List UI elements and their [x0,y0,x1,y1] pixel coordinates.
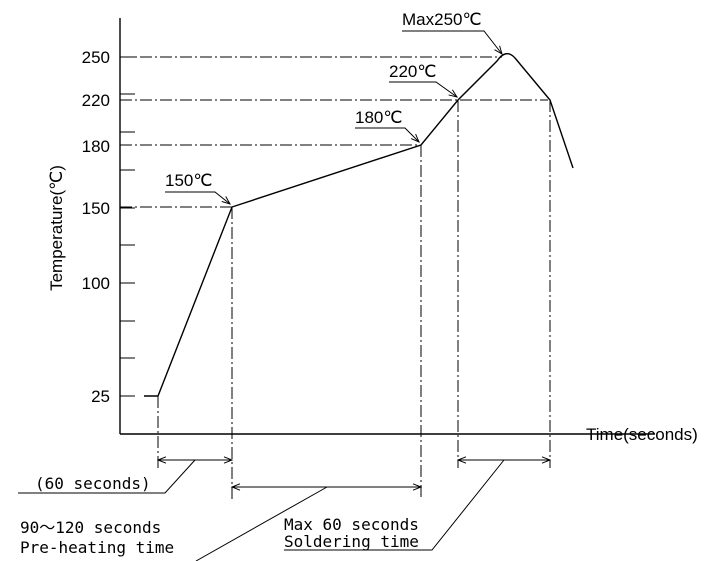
y-tick-220: 220 [82,91,110,110]
label-preheat-time: Pre-heating time [20,538,174,557]
temperature-guide-lines [120,56,548,208]
y-tick-150: 150 [82,199,110,218]
preheat-duration-leader [195,486,328,561]
label-220: 220℃ [389,62,436,81]
label-solder-range: Max 60 seconds [284,515,419,534]
y-axis-label: Temperature(℃) [47,165,66,291]
y-tick-marks [120,56,135,397]
label-soldering-time: Soldering time [284,532,419,551]
annotation-180: 180℃ [355,108,420,143]
annotation-peak: Max250℃ [402,10,503,56]
label-preheat-range: 90～120 seconds [20,518,161,537]
soldering-duration-leader [284,459,505,551]
time-guide-lines [157,100,551,500]
initial-duration-leader [18,459,196,494]
label-180: 180℃ [355,108,402,127]
y-tick-100: 100 [82,274,110,293]
label-initial-duration: (60 seconds) [35,474,151,493]
label-150: 150℃ [165,171,212,190]
reflow-curve [144,53,574,397]
annotation-220: 220℃ [389,62,459,98]
x-axis-label: Time(seconds) [586,425,698,444]
label-peak: Max250℃ [402,10,482,29]
y-tick-250: 250 [82,48,110,67]
y-tick-180: 180 [82,137,110,156]
y-tick-25: 25 [91,387,110,406]
annotation-150: 150℃ [165,171,232,205]
